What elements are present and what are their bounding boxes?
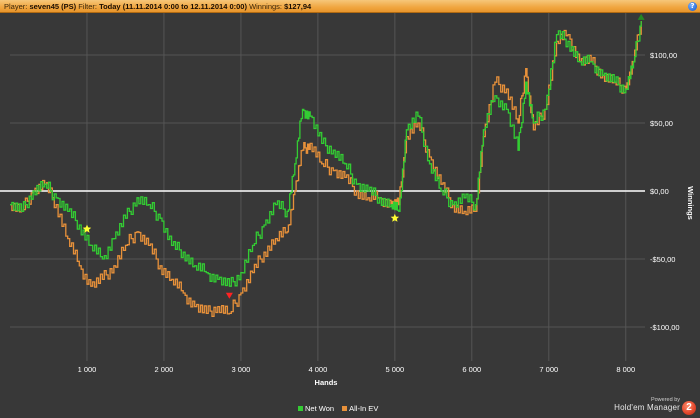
player-label: Player: xyxy=(4,2,28,11)
y-tick-label: $100,00 xyxy=(650,51,677,60)
x-tick-label: 8 000 xyxy=(616,365,635,374)
hem2-logo-icon: 2 xyxy=(682,401,696,415)
y-tick-label: -$100,00 xyxy=(650,323,680,332)
y-tick-label: $50,00 xyxy=(650,119,673,128)
x-tick-label: 6 000 xyxy=(462,365,481,374)
winnings-graph[interactable]: 1 000 2 000 3 000 4 000 5 000 6 000 7 000 8 000… xyxy=(0,13,700,403)
y-axis: $100,00 $50,00 $0,00 -$50,00 -$100,00 xyxy=(650,51,680,332)
x-tick-label: 1 000 xyxy=(78,365,97,374)
x-axis: 1 000 2 000 3 000 4 000 5 000 6 000 7 000 8 000 xyxy=(78,365,636,374)
all-in-ev-line xyxy=(10,21,642,318)
all-in-star-icon xyxy=(390,213,400,222)
high-point-marker-icon xyxy=(637,13,645,20)
x-tick-label: 4 000 xyxy=(308,365,327,374)
legend-label-net-won: Net Won xyxy=(305,404,335,413)
x-tick-label: 5 000 xyxy=(385,365,404,374)
series-lines xyxy=(10,21,642,318)
x-tick-label: 7 000 xyxy=(539,365,558,374)
event-markers xyxy=(82,13,645,299)
player-value[interactable]: seven45 (PS) xyxy=(29,2,77,11)
filter-label: Filter: xyxy=(78,2,97,11)
brand-name: Hold'em Manager xyxy=(614,403,680,412)
legend-item-net-won[interactable]: Net Won xyxy=(298,404,334,413)
legend-item-all-in-ev[interactable]: All-In EV xyxy=(342,404,378,413)
all-in-star-icon xyxy=(82,224,92,233)
powered-by-text: Powered by xyxy=(650,397,680,403)
brand-block: Powered by Hold'em Manager xyxy=(614,397,680,412)
winnings-label: Winnings: xyxy=(249,2,282,11)
legend-label-all-in-ev: All-In EV xyxy=(349,404,379,413)
x-axis-title: Hands xyxy=(315,378,338,387)
y-axis-title: Winnings xyxy=(686,186,695,220)
winnings-value: $127,94 xyxy=(284,2,312,11)
filter-header-bar: Player: seven45 (PS) Filter: Today (11.1… xyxy=(0,0,700,13)
y-tick-label: $0,00 xyxy=(650,187,669,196)
net-won-line xyxy=(10,21,642,287)
x-tick-label: 2 000 xyxy=(155,365,174,374)
chart-legend: Net Won All-In EV xyxy=(298,404,384,413)
plot-area xyxy=(0,13,700,403)
help-icon[interactable]: ? xyxy=(688,2,697,11)
x-tick-label: 3 000 xyxy=(232,365,251,374)
filter-value[interactable]: Today (11.11.2014 0:00 to 12.11.2014 0:0… xyxy=(99,2,247,11)
legend-swatch-all-in-ev xyxy=(342,406,348,411)
low-point-marker-icon xyxy=(225,292,233,299)
y-tick-label: -$50,00 xyxy=(650,255,675,264)
legend-swatch-net-won xyxy=(298,406,303,411)
